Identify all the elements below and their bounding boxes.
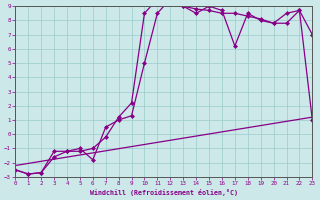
X-axis label: Windchill (Refroidissement éolien,°C): Windchill (Refroidissement éolien,°C) — [90, 189, 238, 196]
